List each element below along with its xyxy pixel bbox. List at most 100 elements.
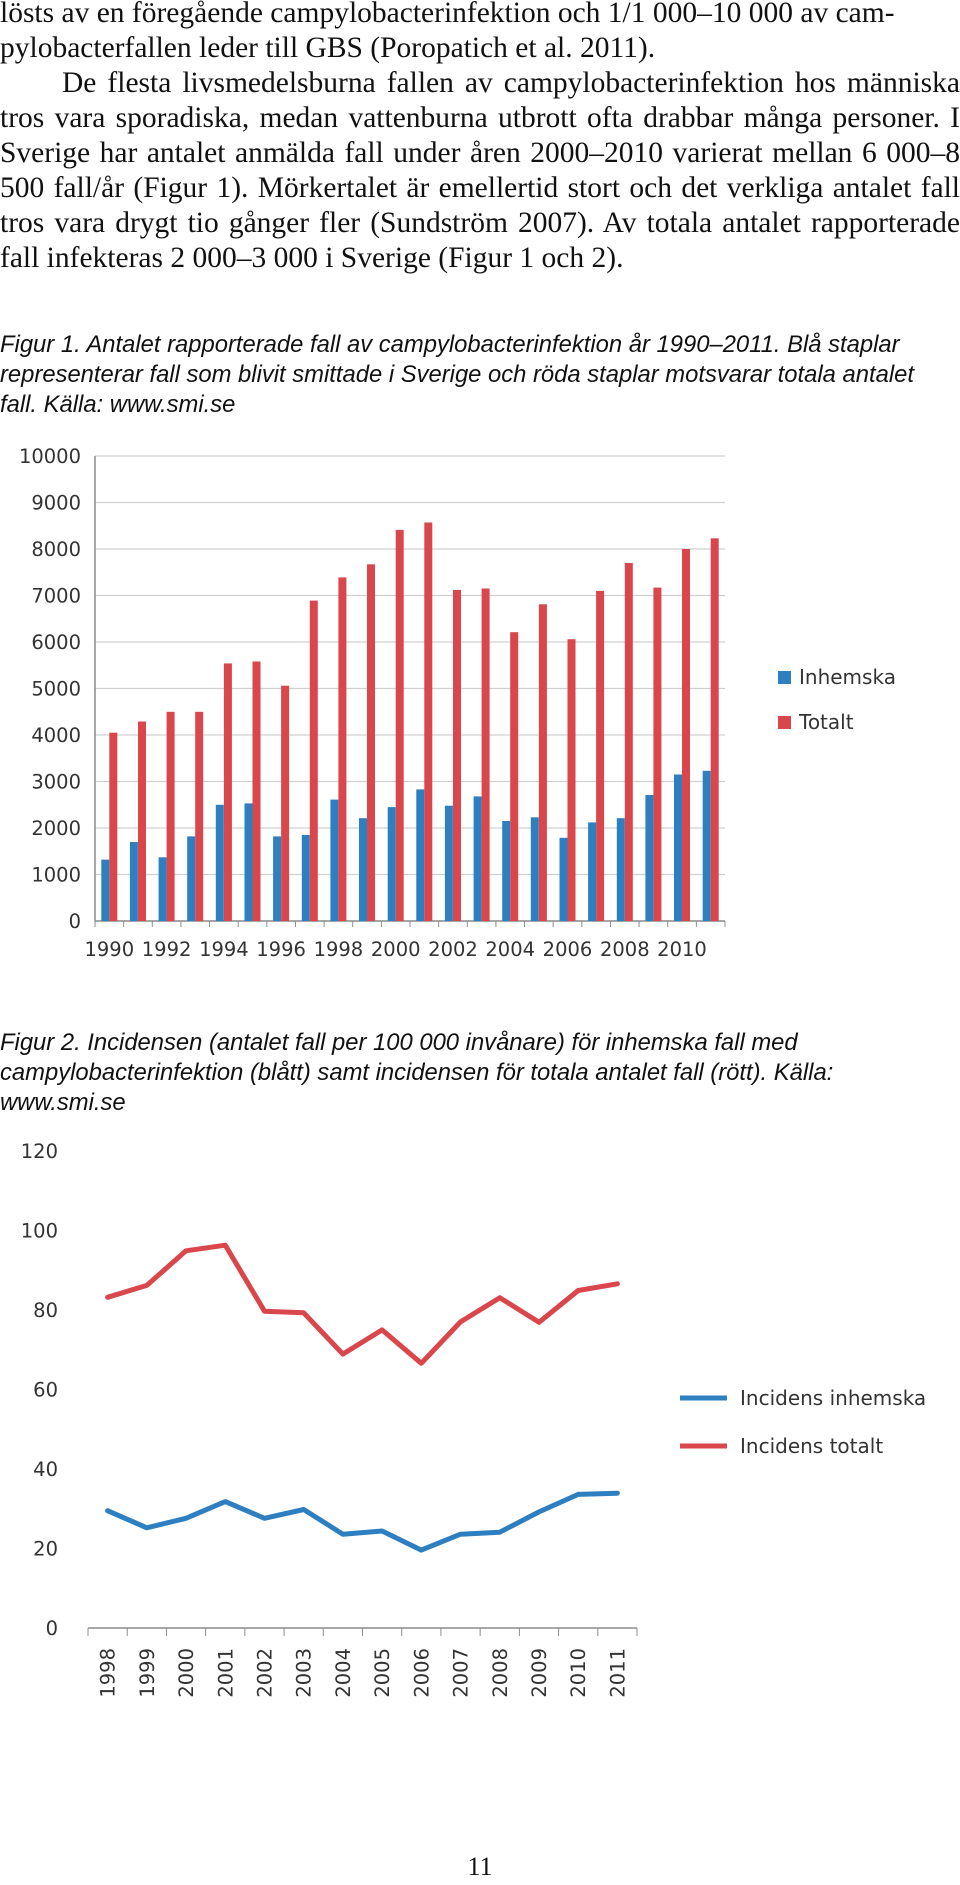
chart1-x-tick-label: 2010 <box>657 938 707 961</box>
chart1-bar-totalt-2005 <box>538 604 547 921</box>
chart1-y-tick-label: 8000 <box>31 538 81 561</box>
chart1-bar-inhemska-1995 <box>244 803 253 921</box>
chart1-legend-swatch-inhemska <box>778 671 791 684</box>
chart1-bar-inhemska-1992 <box>158 857 167 921</box>
chart1-y-tick-label: 4000 <box>31 724 81 747</box>
chart2-line-incidens-inhemska <box>105 1490 620 1553</box>
chart1-bar-inhemska-1996 <box>273 836 282 921</box>
chart1-bar-totalt-2009 <box>653 587 662 921</box>
chart2-y-tick-label: 0 <box>46 1617 58 1640</box>
text-line-2: pylobacterfallen leder till GBS (Poropat… <box>0 32 656 64</box>
chart2-x-tick-label: 2009 <box>528 1648 551 1698</box>
chart1-bar-totalt-2000 <box>395 529 404 921</box>
chart2-legend-label: Incidens inhemska <box>740 1386 926 1410</box>
chart2-legend-label: Incidens totalt <box>740 1434 883 1458</box>
chart1-bar-totalt-2006 <box>567 639 576 921</box>
chart1-x-tick-label: 1996 <box>256 938 306 961</box>
chart2-y-tick-label: 20 <box>33 1538 58 1561</box>
chart1-bar-totalt-1992 <box>166 711 175 922</box>
chart2-y-tick-label: 80 <box>33 1299 58 1322</box>
body-text: lösts av en föregående campylobacterinfe… <box>0 0 960 276</box>
chart1-bar-totalt-2002 <box>453 589 461 921</box>
chart1-bar-inhemska-2008 <box>616 818 625 921</box>
chart2-y-tick-label: 120 <box>21 1140 58 1163</box>
chart2-x-tick-label: 2004 <box>332 1648 355 1698</box>
chart1-bar-totalt-2001 <box>424 522 433 921</box>
chart1-x-tick-label: 2004 <box>485 938 535 961</box>
chart2-x-tick-label: 2010 <box>567 1648 590 1698</box>
chart1-x-tick-label: 2006 <box>543 938 593 961</box>
chart1-bar-inhemska-2010 <box>674 774 682 921</box>
chart1-bar-inhemska-1999 <box>359 818 367 921</box>
chart1-y-tick-label: 1000 <box>31 864 81 887</box>
chart1-bar-inhemska-2002 <box>444 805 453 921</box>
chart2-x-tick-label: 1999 <box>136 1648 159 1698</box>
chart1-bar-totalt-2007 <box>596 590 605 921</box>
chart1-bar-inhemska-1993 <box>187 836 196 921</box>
chart1-bar-inhemska-2009 <box>645 795 654 921</box>
chart1-x-tick-label: 1990 <box>84 938 134 961</box>
chart2-x-tick-label: 2002 <box>253 1648 276 1698</box>
chart1-legend-label: Totalt <box>798 710 854 734</box>
chart1-y-tick-label: 3000 <box>31 771 81 794</box>
chart1-bar-inhemska-2004 <box>502 821 511 921</box>
chart1-bar-inhemska-2003 <box>473 796 482 921</box>
paragraph-2: De flesta livsmedelsburna fallen av camp… <box>0 67 960 274</box>
chart1-bar-totalt-1996 <box>281 685 290 921</box>
chart1-bar-totalt-1991 <box>138 721 146 921</box>
chart1-bar-totalt-1998 <box>338 577 347 921</box>
chart1-y-tick-label: 10000 <box>19 445 81 468</box>
figure-1-caption: Figur 1. Antalet rapporterade fall av ca… <box>0 331 914 418</box>
chart1-bar-inhemska-1991 <box>129 842 138 921</box>
chart1-y-tick-label: 0 <box>69 910 81 933</box>
text-line-1: lösts av en föregående campylobacterinfe… <box>0 0 895 29</box>
chart1-bar-inhemska-1997 <box>301 835 310 921</box>
page-number: 11 <box>467 1852 493 1881</box>
chart2-x-tick-label: 1998 <box>97 1648 120 1698</box>
chart1-legend-swatch-totalt <box>778 716 791 729</box>
chart1-bar-inhemska-2007 <box>588 822 597 921</box>
chart1-y-tick-label: 7000 <box>31 585 81 608</box>
chart1-bar-inhemska-2001 <box>416 789 425 921</box>
chart1-bar-totalt-1997 <box>309 600 318 921</box>
chart1-y-tick-label: 5000 <box>31 678 81 701</box>
chart1-bar-inhemska-2011 <box>702 770 711 921</box>
chart1-bar-totalt-2003 <box>481 588 490 921</box>
chart2-y-tick-label: 60 <box>33 1379 58 1402</box>
chart2-x-tick-label: 2006 <box>410 1648 433 1698</box>
chart1-bar-totalt-1994 <box>223 663 232 921</box>
chart1-bar-inhemska-2000 <box>387 807 396 921</box>
chart1-legend-label: Inhemska <box>799 665 896 689</box>
chart2-y-tick-label: 100 <box>21 1220 58 1243</box>
chart1-bar-inhemska-1990 <box>101 859 110 921</box>
chart1-bar-totalt-2004 <box>510 632 519 921</box>
chart1-bar-totalt-2008 <box>624 563 633 921</box>
chart2-x-tick-label: 2008 <box>489 1648 512 1698</box>
chart2-y-tick-label: 40 <box>33 1458 58 1481</box>
chart1-y-tick-label: 9000 <box>31 492 81 515</box>
chart2-x-tick-label: 2005 <box>371 1648 394 1698</box>
chart1-x-tick-label: 1998 <box>314 938 364 961</box>
chart1-bar-inhemska-2005 <box>530 817 539 921</box>
chart1-y-tick-label: 2000 <box>31 817 81 840</box>
chart2-x-tick-label: 2000 <box>175 1648 198 1698</box>
chart2-x-tick-label: 2007 <box>450 1648 473 1698</box>
chart1-x-tick-label: 1992 <box>142 938 192 961</box>
chart1-bar-totalt-1993 <box>195 711 204 922</box>
chart1-bar-totalt-2011 <box>710 538 719 921</box>
figure-2-caption: Figur 2. Incidensen (antalet fall per 10… <box>0 1029 834 1116</box>
chart1-x-tick-label: 2000 <box>371 938 421 961</box>
chart1-bar-totalt-1995 <box>252 661 261 921</box>
chart1-x-tick-label: 1994 <box>199 938 249 961</box>
chart1-y-tick-label: 6000 <box>31 631 81 654</box>
chart2-x-tick-label: 2011 <box>606 1648 629 1698</box>
chart1-bar-inhemska-2006 <box>559 837 568 921</box>
chart1-x-tick-label: 2008 <box>600 938 650 961</box>
chart1-bar-inhemska-1994 <box>215 804 224 922</box>
chart2-x-tick-label: 2003 <box>293 1648 316 1698</box>
chart1-bar-inhemska-1998 <box>330 799 339 921</box>
chart2-line-incidens-totalt <box>105 1242 620 1366</box>
chart1-bar-totalt-1999 <box>367 564 375 921</box>
